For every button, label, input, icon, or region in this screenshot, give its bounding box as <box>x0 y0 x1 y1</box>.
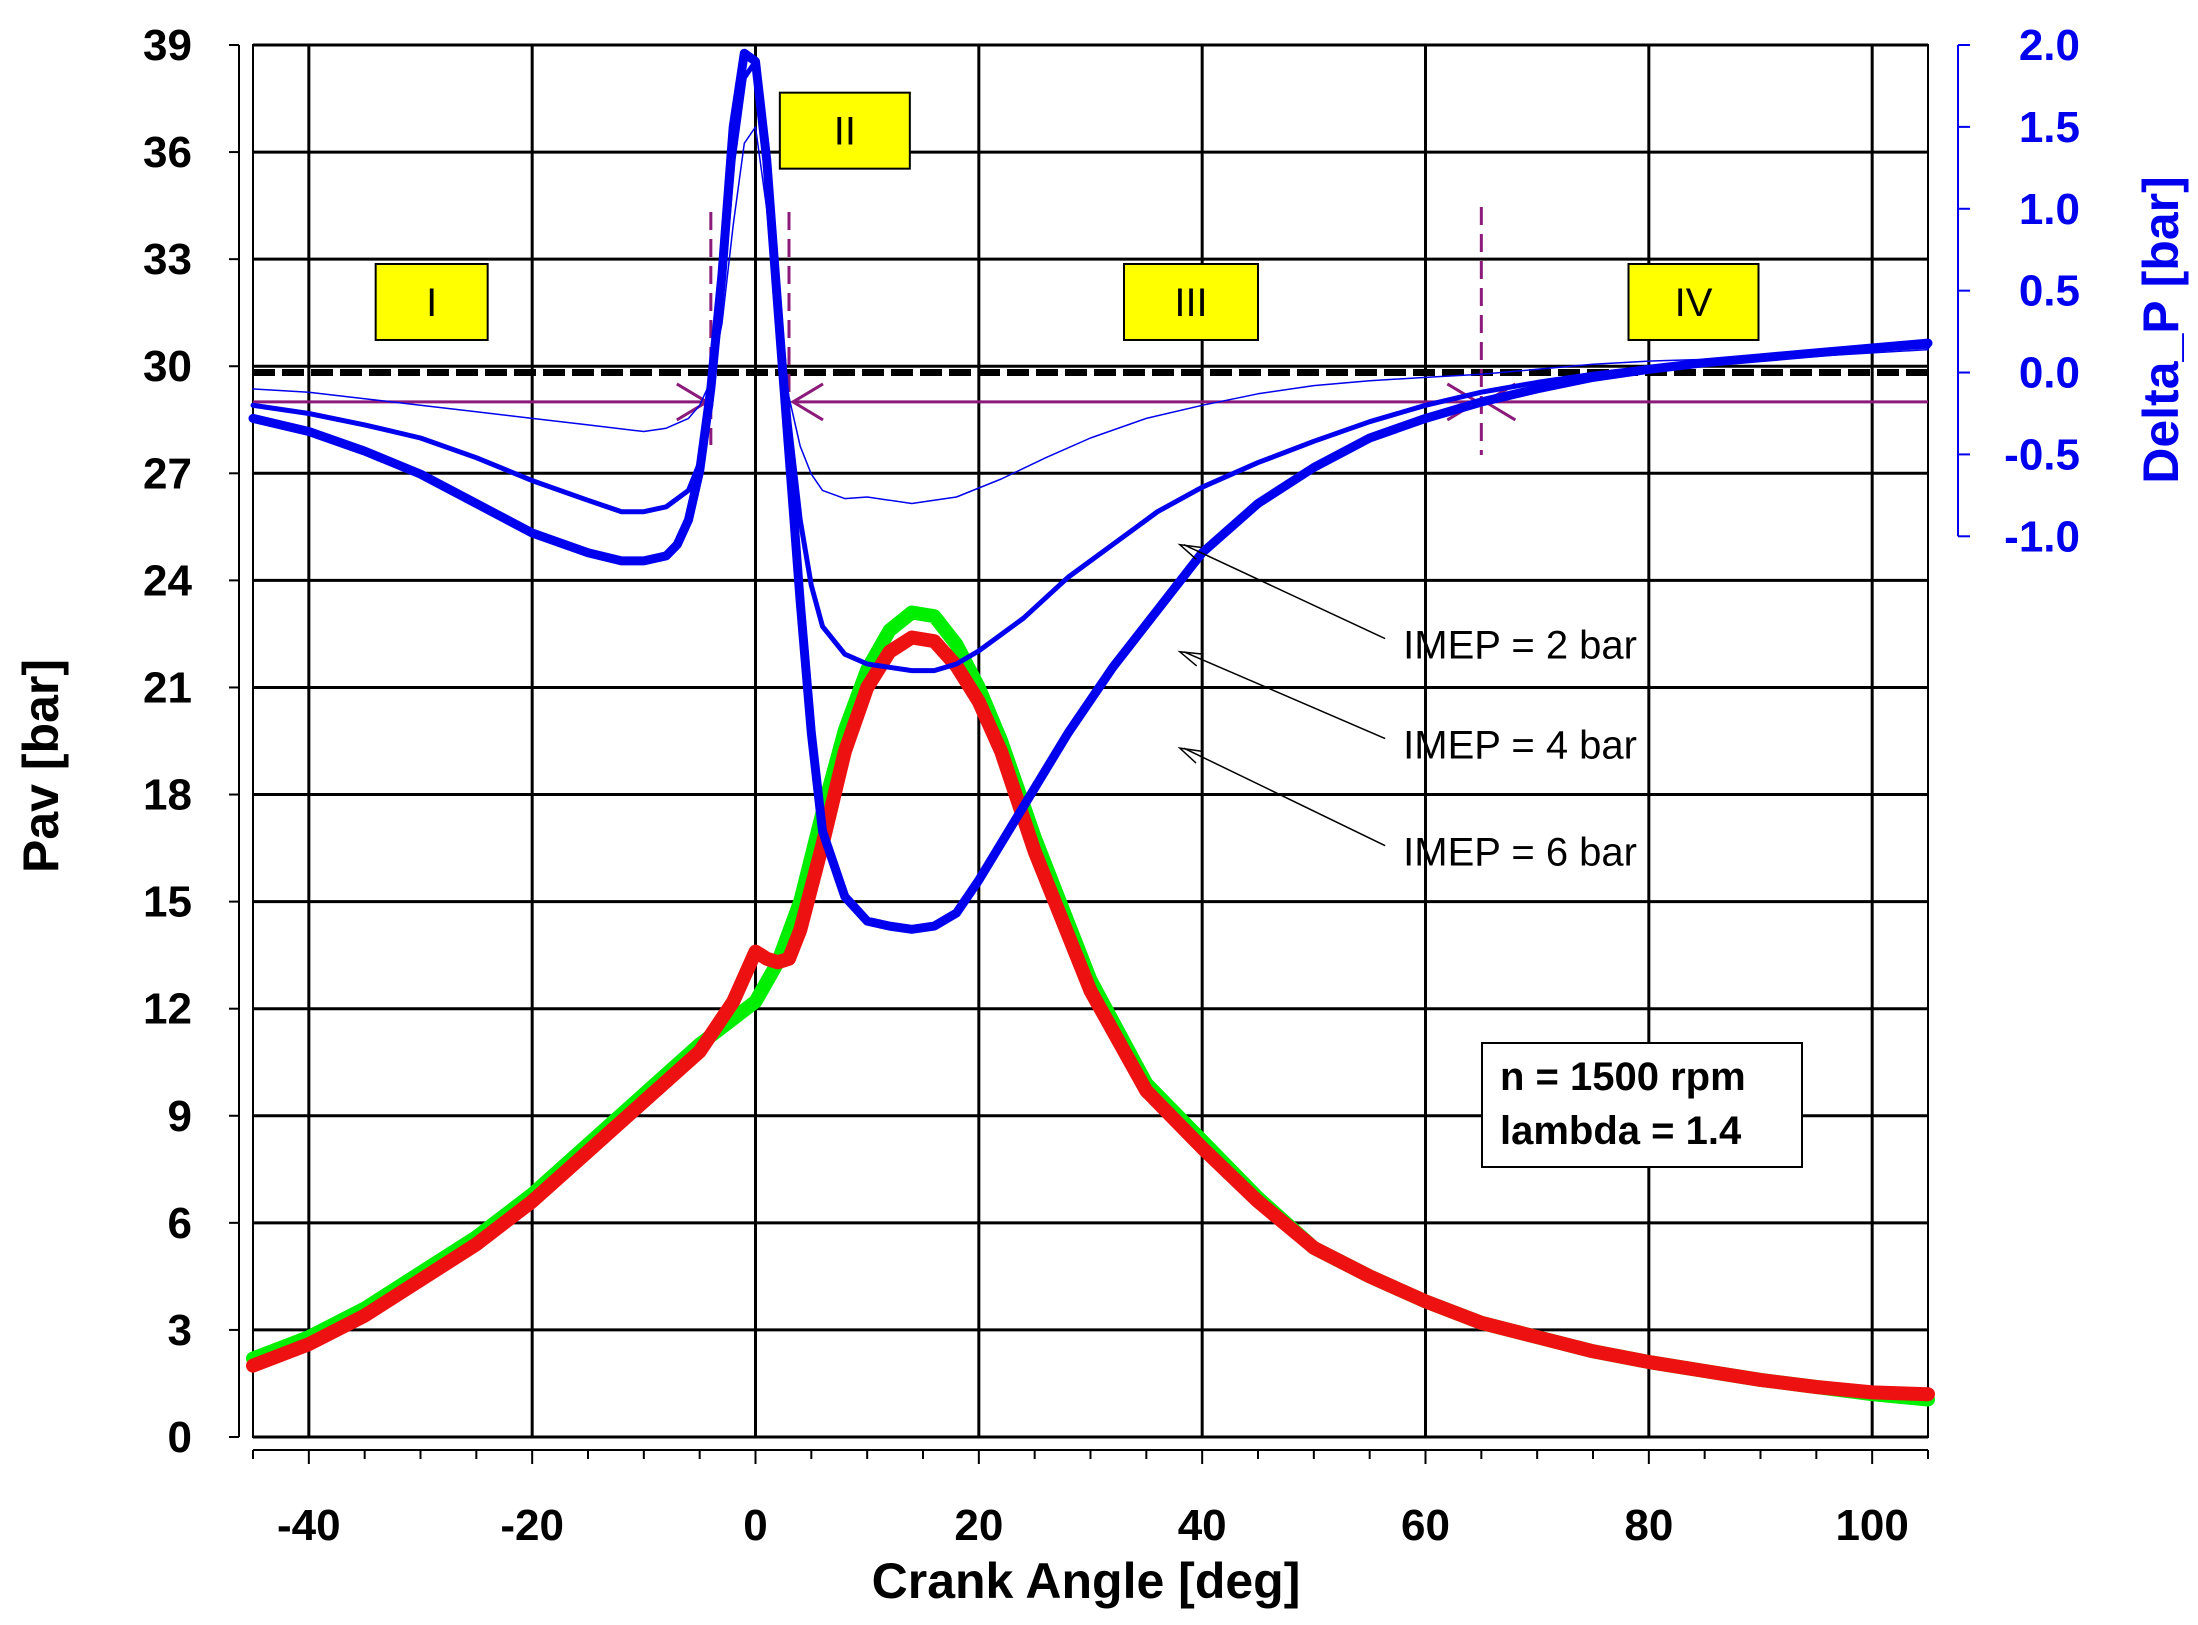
x-tick-label: 100 <box>1835 1501 1908 1550</box>
x-axis-title: Crank Angle [deg] <box>872 1553 1301 1609</box>
annotation-leader-line <box>1183 747 1386 847</box>
y-tick-label: 9 <box>168 1092 192 1141</box>
region-label-3: III <box>1174 281 1207 325</box>
y2-tick-label: 0.5 <box>2019 267 2080 316</box>
y-tick-label: 6 <box>168 1199 192 1248</box>
region-label-1: I <box>426 281 437 325</box>
y2-axis-ticks: -1.0 -0.5 0.0 0.5 1.0 1.5 2.0 <box>1958 21 2080 561</box>
y-tick-label: 33 <box>143 235 192 284</box>
annotation-label-3: IMEP = 6 bar <box>1403 831 1637 875</box>
region-label-box <box>374 262 489 341</box>
annotation-label-2: IMEP = 4 bar <box>1403 724 1637 768</box>
annotation-label-1: IMEP = 2 bar <box>1403 624 1637 668</box>
y2-tick-label: -1.0 <box>2004 512 2080 561</box>
x-axis-ticks: -40 -20 0 20 40 60 80 100 <box>252 1450 1929 1550</box>
y-tick-label: 36 <box>143 128 192 177</box>
x-tick-label: 60 <box>1401 1501 1450 1550</box>
x-tick-label: 20 <box>954 1501 1003 1550</box>
series-line-2 <box>246 630 1935 1402</box>
y-tick-label: 15 <box>143 878 192 927</box>
annotation-arrow-head <box>1177 650 1202 667</box>
info-box: n = 1500 rpm lambda = 1.4 <box>1481 1042 1803 1168</box>
y-tick-label: 21 <box>143 663 192 712</box>
y-tick-label: 30 <box>143 342 192 391</box>
y2-tick-label: 1.5 <box>2019 103 2080 152</box>
region-arrow-head <box>790 382 824 422</box>
plot-border <box>252 44 1929 1438</box>
x-tick-label: 40 <box>1178 1501 1227 1550</box>
y2-tick-label: 1.0 <box>2019 185 2080 234</box>
series-line-3 <box>252 126 1929 505</box>
annotation-arrow-head <box>1177 747 1202 764</box>
x-tick-label: 0 <box>743 1501 767 1550</box>
region-label-4: IV <box>1675 281 1713 325</box>
series-line-4 <box>250 58 1931 674</box>
info-lambda: lambda = 1.4 <box>1500 1109 1742 1153</box>
info-box-frame <box>1481 1042 1803 1168</box>
annotation-leader-line <box>1183 651 1386 740</box>
y2-tick-label: -0.5 <box>2004 430 2080 479</box>
annotation-leader-line <box>1183 544 1386 640</box>
x-tick-label: 80 <box>1624 1501 1673 1550</box>
y-tick-label: 3 <box>168 1306 192 1355</box>
region-label-box <box>778 91 911 170</box>
y-tick-label: 12 <box>143 985 192 1034</box>
y-tick-label: 0 <box>168 1413 192 1462</box>
y-tick-label: 39 <box>143 21 192 70</box>
y-tick-label: 18 <box>143 771 192 820</box>
y-tick-label: 27 <box>143 449 192 498</box>
x-tick-label: -20 <box>500 1501 564 1550</box>
y-tick-label: 24 <box>143 556 192 605</box>
y-axis-title: Pav [bar] <box>13 659 69 873</box>
info-rpm: n = 1500 rpm <box>1500 1055 1746 1099</box>
annotation-arrow-head <box>1177 543 1202 560</box>
y2-tick-label: 0.0 <box>2019 349 2080 398</box>
series-line-5 <box>248 48 1933 934</box>
series-layer <box>246 48 1935 1407</box>
y2-axis-title: Delta_P [bar] <box>2133 176 2189 484</box>
x-tick-label: -40 <box>277 1501 341 1550</box>
region-label-2: II <box>834 110 856 154</box>
y2-tick-label: 2.0 <box>2019 21 2080 70</box>
region-label-box <box>1123 262 1259 341</box>
region-label-box <box>1627 262 1760 341</box>
